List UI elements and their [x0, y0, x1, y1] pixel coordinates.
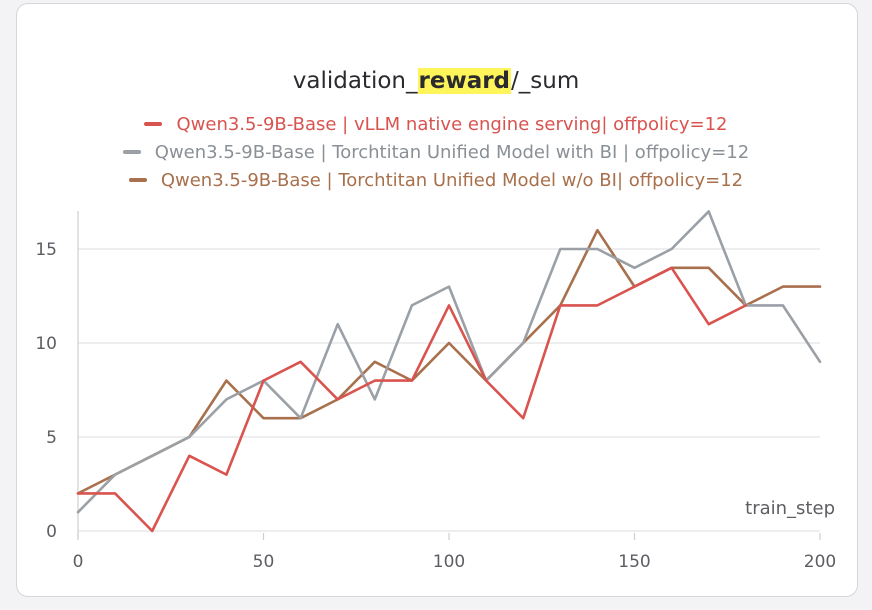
x-tick-label: 100 — [433, 552, 465, 572]
series-line-vllm — [76, 266, 748, 533]
y-tick-label: 15 — [35, 240, 57, 260]
y-tick-label: 10 — [35, 334, 57, 354]
legend-label: Qwen3.5-9B-Base | vLLM native engine ser… — [176, 113, 728, 135]
legend-item-torchtitan-without-bi[interactable]: Qwen3.5-9B-Base | Torchtitan Unified Mod… — [0, 166, 872, 194]
title-highlight: reward — [417, 68, 512, 94]
legend-label: Qwen3.5-9B-Base | Torchtitan Unified Mod… — [160, 169, 744, 191]
title-suffix: /_sum — [511, 68, 580, 94]
legend-label: Qwen3.5-9B-Base | Torchtitan Unified Mod… — [154, 141, 750, 163]
x-tick-label: 150 — [618, 552, 650, 572]
chart-panel — [16, 3, 858, 597]
legend-item-vllm[interactable]: Qwen3.5-9B-Base | vLLM native engine ser… — [0, 110, 872, 138]
chart-title: validation_reward/_sum — [0, 68, 872, 94]
y-tick-label: 5 — [46, 428, 57, 448]
x-tick-label: 0 — [73, 552, 84, 572]
series-line-torchtitan-without-bi — [76, 228, 822, 495]
series-line-torchtitan-with-bi — [76, 210, 822, 514]
legend: Qwen3.5-9B-Base | vLLM native engine ser… — [0, 110, 872, 194]
x-tick-label: 200 — [804, 552, 836, 572]
y-tick-label: 0 — [46, 522, 57, 542]
x-axis-label: train_step — [745, 498, 835, 519]
legend-swatch — [128, 178, 147, 182]
legend-swatch — [144, 122, 163, 126]
title-prefix: validation_ — [292, 68, 418, 94]
legend-swatch — [122, 150, 141, 154]
x-tick-label: 50 — [253, 552, 275, 572]
legend-item-torchtitan-with-bi[interactable]: Qwen3.5-9B-Base | Torchtitan Unified Mod… — [0, 138, 872, 166]
